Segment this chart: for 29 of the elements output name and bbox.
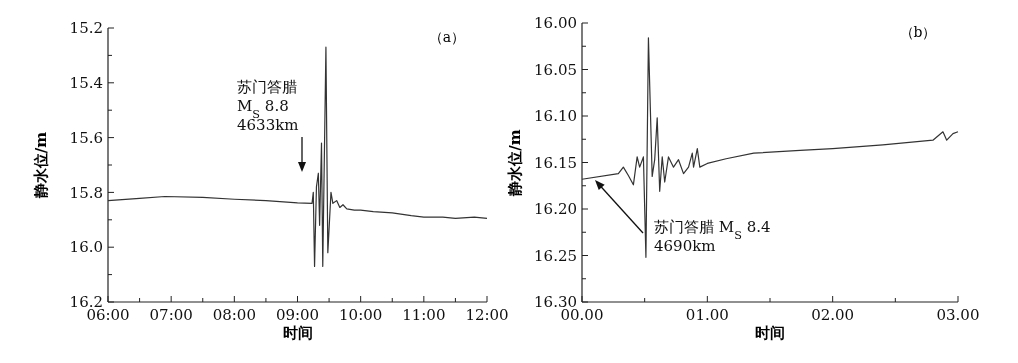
y-axis-title: 静水位/m <box>506 129 524 197</box>
y-tick-label: 16.20 <box>534 200 577 219</box>
y-tick-label: 16.05 <box>534 60 577 79</box>
y-tick-label: 15.6 <box>69 128 103 147</box>
x-tick-label: 01.00 <box>685 306 729 324</box>
text: 苏门答腊 M$_{S}$ 8.4 4690km <box>654 218 771 255</box>
chart-title: （a） <box>428 29 466 45</box>
x-tick-label: 12:00 <box>465 306 509 324</box>
line-series <box>107 46 488 267</box>
x-axis-title: 时间 <box>282 324 313 342</box>
x-tick-label: 11:00 <box>402 306 446 324</box>
y-tick-label: 16.10 <box>534 107 577 126</box>
x-axis-title: 时间 <box>755 324 785 342</box>
y-tick-label: 16.15 <box>534 153 577 172</box>
x-tick-label: 08:00 <box>212 306 256 324</box>
x-tick-label: 10:00 <box>339 306 383 324</box>
x-tick-label: 03.00 <box>936 306 980 324</box>
x-tick-label: 02.00 <box>811 306 855 324</box>
chart-title: （b） <box>899 24 937 40</box>
y-tick-label: 16.0 <box>69 238 103 257</box>
y-tick-label: 15.4 <box>69 74 103 93</box>
x-tick-label: 07:00 <box>149 306 193 324</box>
y-axis-title: 静水位/m <box>32 131 50 200</box>
annotation: 苏门答腊 M$_{S}$ 8.8 4633km <box>237 78 299 134</box>
y-tick-label: 16.25 <box>534 246 577 265</box>
y-tick-label: 15.2 <box>69 19 103 38</box>
x-tick-label: 09:00 <box>275 306 320 324</box>
y-tick-label: 16.00 <box>534 14 577 33</box>
y-tick-label: 15.8 <box>69 183 103 202</box>
